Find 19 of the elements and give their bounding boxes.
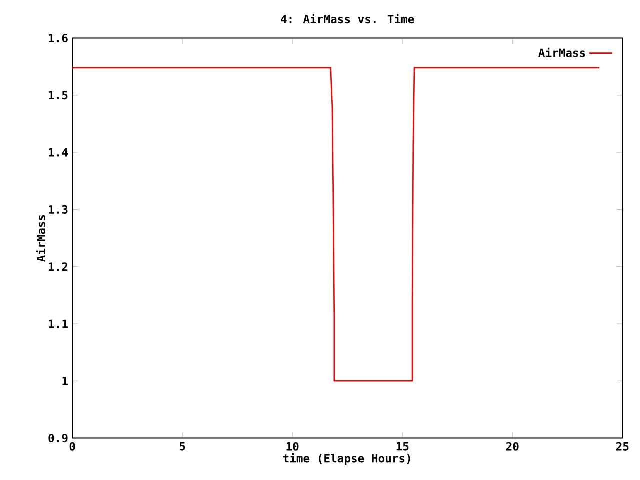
- x-tick-label: 0: [70, 442, 76, 451]
- chart-title: 4: AirMass vs. Time: [281, 14, 414, 24]
- y-tick-label: 0.9: [48, 434, 68, 443]
- y-tick-label: 1.2: [49, 262, 68, 272]
- x-tick-label: 10: [286, 442, 299, 451]
- x-tick-label: 15: [396, 442, 409, 451]
- line-series: [72, 67, 600, 382]
- y-tick-label: 1.1: [49, 320, 68, 328]
- y-axis-title: AirMass: [36, 215, 46, 262]
- y-tick-label: 1.6: [49, 34, 68, 43]
- y-tick-label: 1.3: [49, 205, 68, 214]
- y-tick-label: 1: [62, 376, 68, 386]
- x-tick-label: 20: [506, 442, 519, 451]
- x-tick-label: 25: [616, 442, 629, 451]
- y-tick-label: 1.5: [49, 91, 68, 100]
- y-tick-label: 1.4: [49, 148, 68, 157]
- x-tick-label: 5: [180, 442, 186, 451]
- legend-label: AirMass: [538, 48, 586, 58]
- x-axis-title: time (Elapse Hours): [283, 453, 410, 465]
